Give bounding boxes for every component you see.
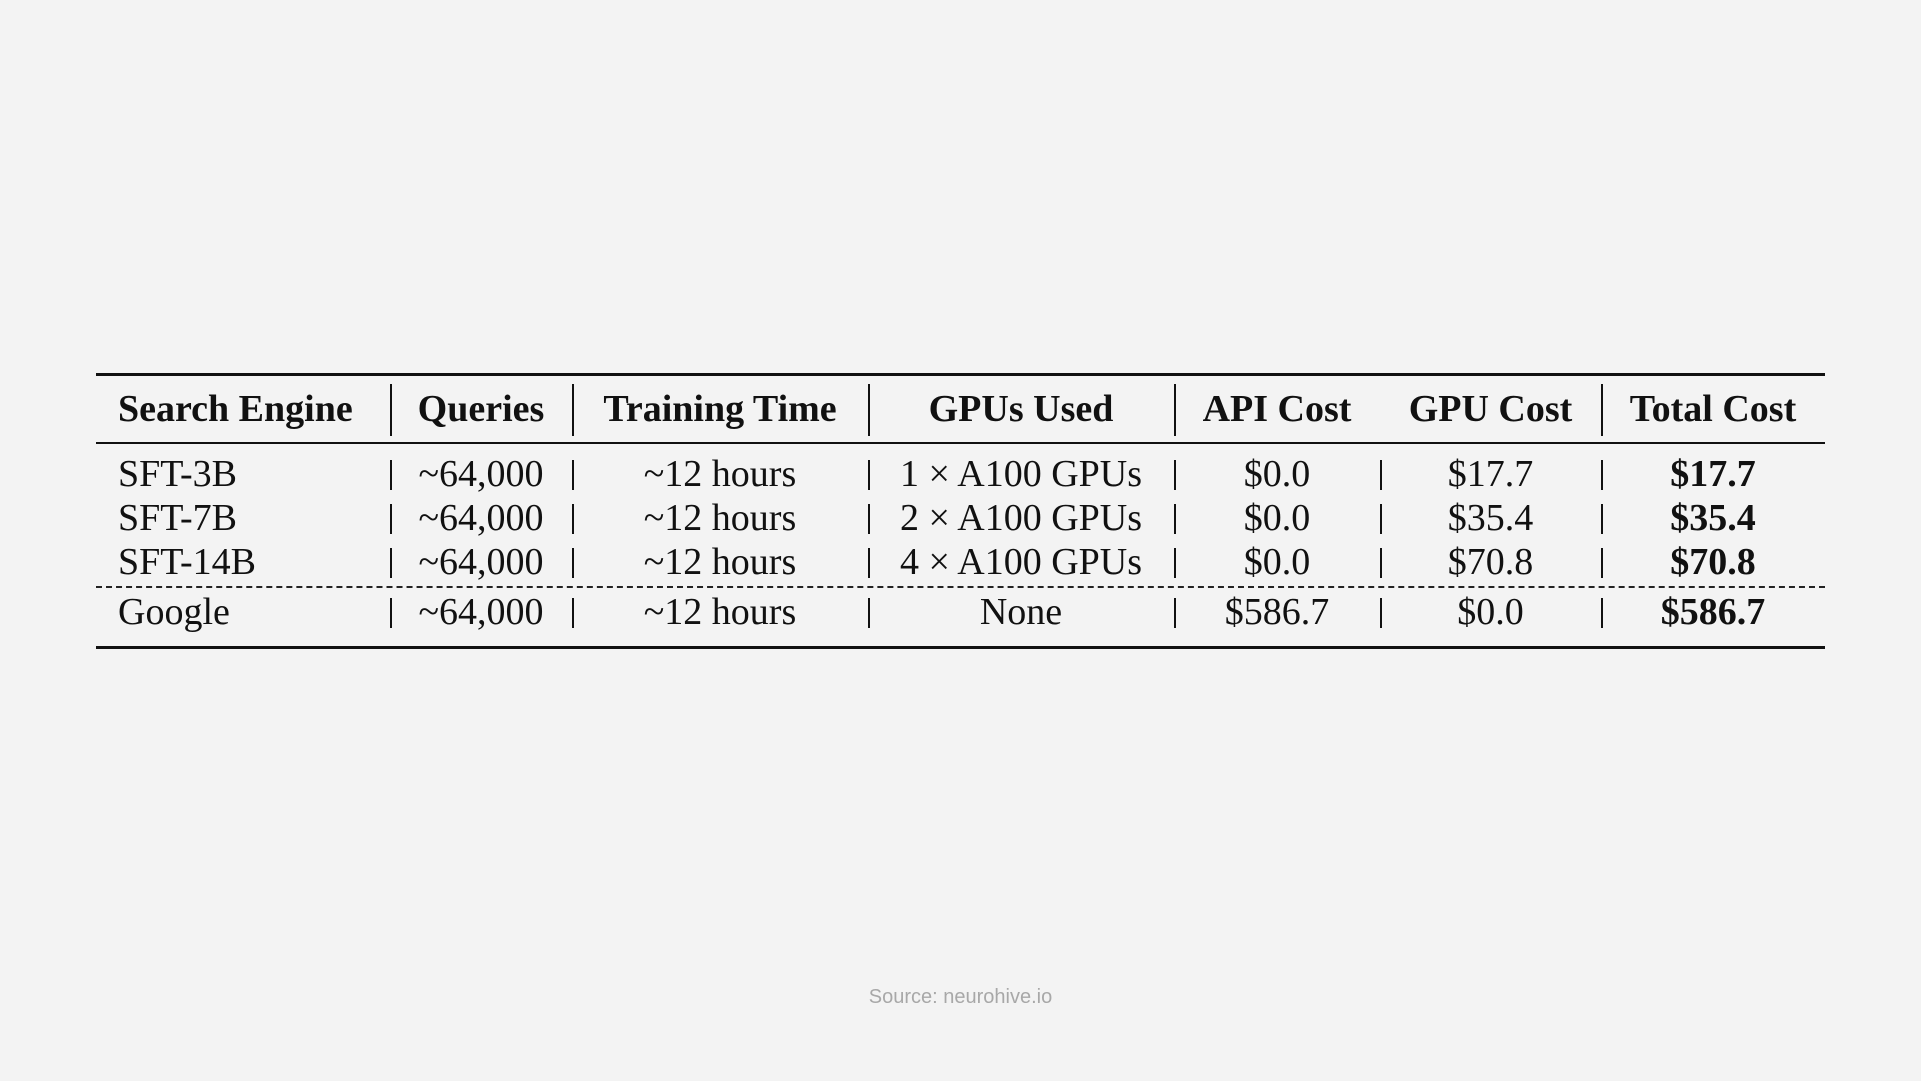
- cell-training-time: ~12 hours: [572, 540, 868, 584]
- header-search-engine: Search Engine: [118, 388, 353, 430]
- cell-gpus-used: 2 × A100 GPUs: [868, 496, 1174, 540]
- table-header-rule: [96, 442, 1825, 444]
- cell-queries: ~64,000: [390, 452, 572, 496]
- cell-gpus-used: 4 × A100 GPUs: [868, 540, 1174, 584]
- table-row: SFT-7B ~64,000 ~12 hours 2 × A100 GPUs $…: [96, 496, 1825, 540]
- header-total-cost: Total Cost: [1601, 376, 1825, 442]
- cell-engine: SFT-7B: [118, 497, 237, 539]
- table-top-rule: [96, 373, 1825, 376]
- cell-api-cost: $0.0: [1174, 452, 1380, 496]
- cell-total-cost: $586.7: [1601, 590, 1825, 634]
- cell-api-cost: $586.7: [1174, 590, 1380, 634]
- cell-total-cost: $70.8: [1601, 540, 1825, 584]
- cell-gpus-used: 1 × A100 GPUs: [868, 452, 1174, 496]
- cell-engine: Google: [118, 591, 230, 633]
- cell-gpu-cost: $35.4: [1380, 496, 1601, 540]
- cell-gpu-cost: $17.7: [1380, 452, 1601, 496]
- table-row: SFT-14B ~64,000 ~12 hours 4 × A100 GPUs …: [96, 540, 1825, 584]
- cell-queries: ~64,000: [390, 540, 572, 584]
- cell-training-time: ~12 hours: [572, 452, 868, 496]
- google-row-block: Google ~64,000 ~12 hours None $586.7 $0.…: [96, 588, 1825, 646]
- cell-gpu-cost: $70.8: [1380, 540, 1601, 584]
- cell-queries: ~64,000: [390, 590, 572, 634]
- table-header-row: Search Engine Queries Training Time GPUs…: [96, 376, 1825, 442]
- table-row: SFT-3B ~64,000 ~12 hours 1 × A100 GPUs $…: [96, 452, 1825, 496]
- source-caption: Source: neurohive.io: [868, 986, 1053, 1008]
- cell-total-cost: $35.4: [1601, 496, 1825, 540]
- cell-queries: ~64,000: [390, 496, 572, 540]
- cell-gpus-used: None: [868, 590, 1174, 634]
- cell-gpu-cost: $0.0: [1380, 590, 1601, 634]
- table-row: Google ~64,000 ~12 hours None $586.7 $0.…: [96, 590, 1825, 634]
- header-training-time: Training Time: [572, 376, 868, 442]
- cell-engine: SFT-3B: [118, 453, 237, 495]
- sft-rows-block: SFT-3B ~64,000 ~12 hours 1 × A100 GPUs $…: [96, 444, 1825, 586]
- header-api-cost: API Cost: [1174, 376, 1380, 442]
- header-gpus-used: GPUs Used: [868, 376, 1174, 442]
- cell-engine: SFT-14B: [118, 541, 256, 583]
- table-bottom-rule: [96, 646, 1825, 649]
- cost-table: Search Engine Queries Training Time GPUs…: [96, 373, 1825, 649]
- cell-training-time: ~12 hours: [572, 590, 868, 634]
- table-dashed-rule: [96, 586, 1825, 588]
- cell-api-cost: $0.0: [1174, 540, 1380, 584]
- header-gpu-cost: GPU Cost: [1408, 388, 1573, 430]
- cell-total-cost: $17.7: [1601, 452, 1825, 496]
- cell-training-time: ~12 hours: [572, 496, 868, 540]
- cell-api-cost: $0.0: [1174, 496, 1380, 540]
- header-queries: Queries: [390, 376, 572, 442]
